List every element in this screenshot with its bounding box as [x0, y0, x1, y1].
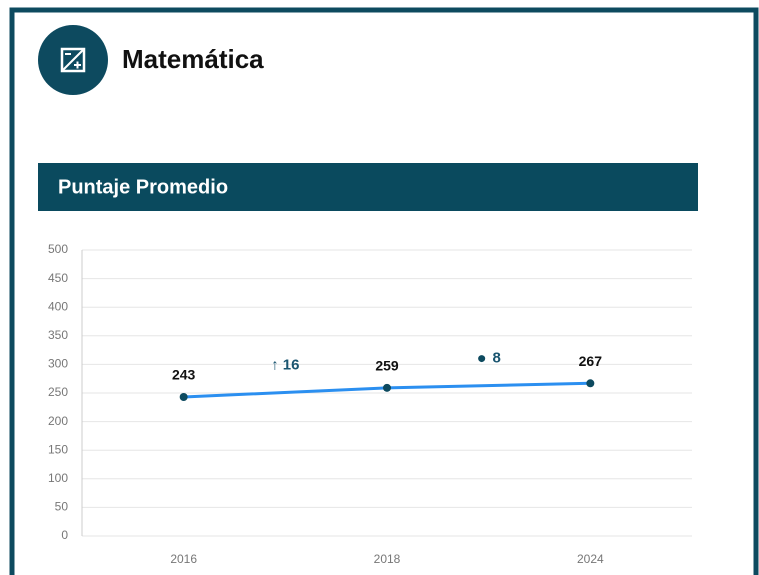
value-label: 267	[579, 353, 603, 369]
y-tick-label: 350	[48, 328, 68, 342]
value-label: 259	[375, 358, 399, 374]
y-tick-label: 400	[48, 299, 68, 313]
y-tick-label: 500	[48, 242, 68, 256]
y-tick-label: 200	[48, 414, 68, 428]
y-tick-label: 250	[48, 385, 68, 399]
y-tick-label: 300	[48, 357, 68, 371]
icon-square	[60, 47, 86, 73]
y-tick-label: 450	[48, 271, 68, 285]
annotation: 8	[492, 350, 500, 367]
y-tick-label: 0	[61, 528, 68, 542]
x-tick-label: 2016	[170, 552, 197, 566]
value-label: 243	[172, 367, 196, 383]
page-title: Matemática	[122, 44, 264, 74]
annotation-dot	[478, 355, 486, 363]
y-tick-label: 150	[48, 442, 68, 456]
y-tick-label: 100	[48, 471, 68, 485]
chart-banner	[38, 163, 698, 211]
icon	[60, 47, 86, 73]
point	[179, 393, 188, 402]
chart-title: Puntaje Promedio	[58, 176, 228, 198]
frame	[9, 7, 759, 575]
x-tick-label: 2024	[577, 552, 604, 566]
point	[383, 383, 391, 392]
y-tick-label: 50	[55, 500, 69, 514]
point	[586, 379, 595, 388]
x-tick-label: 2018	[374, 552, 401, 566]
annotation: ↑ 16	[271, 356, 299, 373]
icon-slash	[62, 49, 84, 71]
